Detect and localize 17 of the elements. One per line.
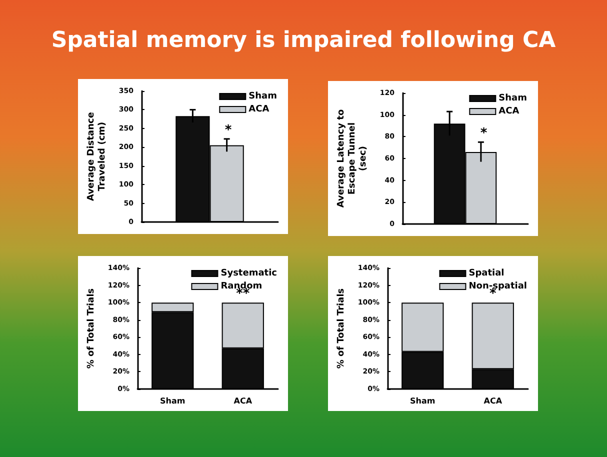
y-axis-title: Average Distance Traveled (cm) [86,112,108,201]
x-tick-label: ACA [484,396,503,406]
x-tick-label: Sham [410,396,436,406]
y-axis-title: % of Total Trials [336,288,346,369]
legend-label: Spatial [468,268,504,278]
legend-label: ACA [498,106,520,116]
chart-title: Spatial memory is impaired following CA [50,28,557,53]
legend-label: ACA [248,104,270,114]
y-axis-title: Average Latency to Escape Tunnel (sec) [336,109,368,208]
y-axis-title: % of Total Trials [86,288,96,369]
legend-label: Sham [498,94,528,104]
annotation: * [480,126,488,142]
annotation: * [224,122,232,138]
x-tick-label: Sham [160,396,186,406]
x-tick-label: ACA [234,396,253,406]
legend-label: Systematic [220,268,278,278]
legend-label: Sham [248,92,278,102]
